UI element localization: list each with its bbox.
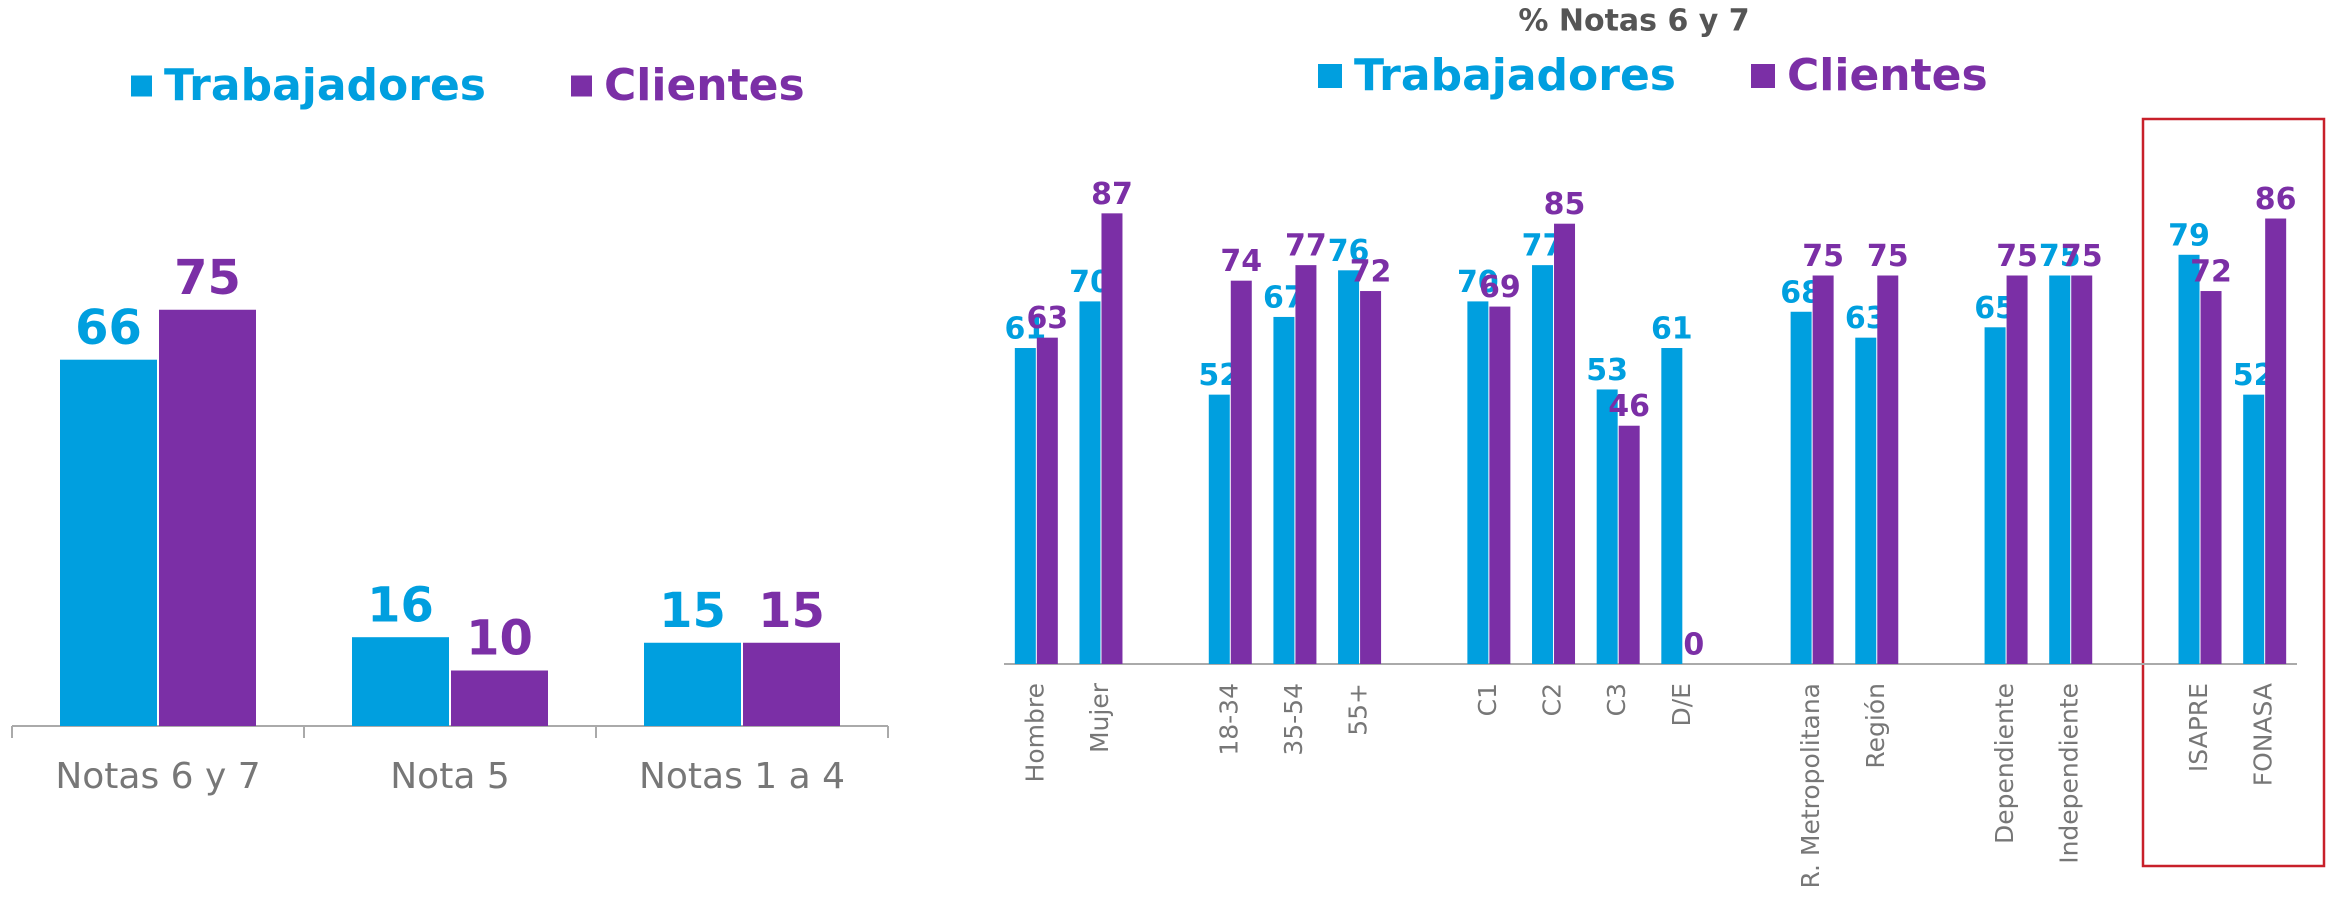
legend-label: Trabajadores <box>164 60 486 111</box>
data-label: 77 <box>1285 229 1327 264</box>
bar <box>1273 316 1295 664</box>
data-label: 85 <box>1544 187 1586 222</box>
data-label: 72 <box>1350 255 1392 290</box>
bar <box>1812 275 1834 664</box>
data-label: 75 <box>1867 239 1909 274</box>
legend-label: Clientes <box>604 60 805 111</box>
x-tick-label: 18-34 <box>1214 683 1243 756</box>
data-label: 0 <box>1683 628 1704 663</box>
bar <box>2006 275 2028 664</box>
bar <box>2243 394 2265 664</box>
data-label: 74 <box>1220 244 1262 279</box>
x-tick-label: Notas 6 y 7 <box>55 756 260 797</box>
x-tick-label: C3 <box>1602 683 1631 716</box>
bar <box>1230 280 1252 664</box>
bar <box>1877 275 1899 664</box>
bar <box>352 637 449 726</box>
data-label: 75 <box>2039 239 2081 274</box>
bar <box>1467 301 1489 664</box>
bar <box>1338 270 1360 664</box>
legend-swatch <box>1318 64 1342 88</box>
data-label: 70 <box>1457 265 1499 300</box>
bar <box>1036 337 1058 664</box>
bar <box>1618 425 1640 664</box>
x-tick-label: D/E <box>1667 683 1696 726</box>
data-label: 86 <box>2255 182 2297 217</box>
bar <box>1661 348 1683 664</box>
bar <box>2200 291 2222 664</box>
data-label: 16 <box>367 577 434 633</box>
data-label: 10 <box>466 611 533 667</box>
data-label: 75 <box>1802 239 1844 274</box>
data-label: 75 <box>2061 239 2103 274</box>
bar <box>2071 275 2093 664</box>
x-tick-label: ISAPRE <box>2184 683 2213 772</box>
bar <box>159 309 256 726</box>
x-tick-label: Notas 1 a 4 <box>639 756 845 797</box>
bar <box>1855 337 1877 664</box>
chart-title: % Notas 6 y 7 <box>1518 4 1749 39</box>
bar <box>1554 223 1576 664</box>
x-tick-label: 55+ <box>1344 683 1373 736</box>
x-tick-label: Hombre <box>1020 683 1049 782</box>
data-label: 69 <box>1479 270 1521 305</box>
data-label: 46 <box>1608 389 1650 424</box>
data-label: 76 <box>1328 234 1370 269</box>
legend-swatch <box>571 75 592 97</box>
data-label: 15 <box>659 583 726 639</box>
data-label: 87 <box>1091 177 1133 212</box>
bar <box>644 642 741 726</box>
x-tick-label: C2 <box>1538 683 1567 716</box>
highlight-box <box>2141 117 2326 868</box>
bar <box>2265 218 2287 664</box>
x-tick-label: Nota 5 <box>390 756 509 797</box>
data-label: 79 <box>2168 218 2210 253</box>
bar <box>1532 265 1554 664</box>
data-label: 66 <box>75 300 142 356</box>
data-label: 72 <box>2190 255 2232 290</box>
x-tick-label: Región <box>1861 683 1890 769</box>
data-label: 75 <box>1996 239 2038 274</box>
bar <box>1984 327 2006 664</box>
x-tick-label: C1 <box>1473 683 1502 716</box>
data-label: 75 <box>174 250 241 306</box>
bar <box>60 359 157 726</box>
x-tick-label: Dependiente <box>1990 683 2019 844</box>
x-tick-label: Mujer <box>1085 682 1114 753</box>
bar <box>1790 311 1812 664</box>
legend-swatch <box>1751 64 1775 88</box>
bar <box>1208 394 1230 664</box>
x-tick-label: FONASA <box>2249 683 2278 786</box>
bar <box>1079 301 1101 664</box>
x-tick-label: 35-54 <box>1279 683 1308 756</box>
bar <box>1596 389 1618 664</box>
data-label: 61 <box>1651 312 1693 347</box>
data-label: 63 <box>1026 301 1068 336</box>
bar <box>1295 265 1317 664</box>
bar <box>451 670 548 726</box>
bar <box>1360 291 1382 664</box>
data-label: 53 <box>1586 353 1628 388</box>
bar <box>2178 254 2200 664</box>
bar <box>743 642 840 726</box>
x-tick-label: Independiente <box>2055 683 2084 864</box>
x-tick-label: R. Metropolitana <box>1796 683 1825 889</box>
legend-swatch <box>131 75 152 97</box>
bar <box>1014 348 1036 664</box>
bar <box>1101 213 1123 664</box>
legend-label: Trabajadores <box>1354 50 1676 101</box>
bar <box>1489 306 1511 664</box>
legend-label: Clientes <box>1787 50 1988 101</box>
data-label: 15 <box>758 583 825 639</box>
bar <box>2049 275 2071 664</box>
